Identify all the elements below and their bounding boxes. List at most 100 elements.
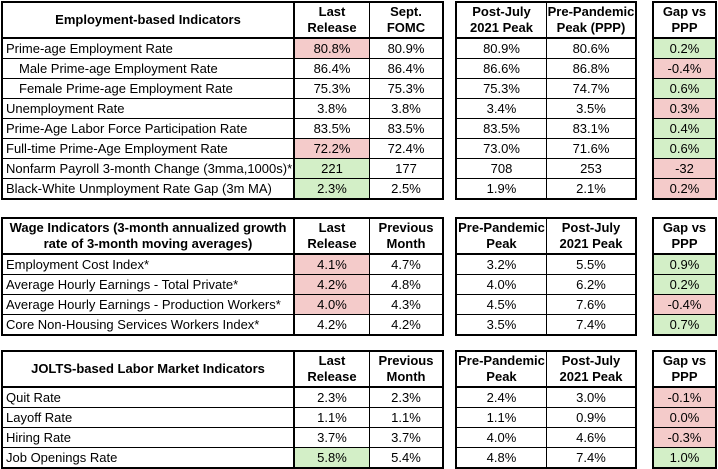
table-row: 0.4% [654, 119, 715, 139]
value-cell: 86.6% [457, 59, 547, 78]
value-cell: 5.5% [576, 257, 606, 272]
col-header-pre-pandemic-peak: Pre-Pandemic Peak [457, 219, 547, 253]
table-row: 0.3% [654, 99, 715, 119]
value-cell: 3.4% [457, 99, 547, 118]
col-header-last-release: Last Release [295, 352, 370, 386]
value-cell: 7.6% [576, 297, 606, 312]
table-row: 0.2% [654, 275, 715, 295]
value-cell: 74.7% [572, 81, 610, 96]
value-cell: 7.4% [576, 317, 606, 332]
table-row: 2.4% 3.0% [457, 388, 635, 408]
table-row: 1.0% [654, 448, 715, 467]
value-cell: 4.8% [391, 277, 421, 292]
value-cell: 2.1% [576, 181, 606, 196]
value-cell: 3.7% [391, 430, 421, 445]
jolts-main-block: JOLTS-based Labor Market Indicators Last… [1, 350, 444, 469]
value-cell: 73.0% [457, 139, 547, 158]
table-row: 3.4% 3.5% [457, 99, 635, 119]
table-row: 4.8% 7.4% [457, 448, 635, 467]
value-cell: 3.0% [576, 390, 606, 405]
value-cell: 4.5% [457, 295, 547, 314]
value-cell: 2.3% [295, 179, 370, 198]
col-header-last-release: Last Release [295, 219, 370, 253]
table-row: 75.3% 74.7% [457, 79, 635, 99]
table-row: 1.1% 0.9% [457, 408, 635, 428]
header-row: Pre-Pandemic Peak Post-July 2021 Peak [457, 352, 635, 388]
col-header-gap-vs-ppp: Gap vs PPP [662, 353, 707, 384]
value-cell: 6.2% [576, 277, 606, 292]
indicator-label: Nonfarm Payroll 3-month Change (3mma,100… [3, 159, 295, 178]
header-row: Pre-Pandemic Peak Post-July 2021 Peak [457, 219, 635, 255]
table-row: 0.6% [654, 79, 715, 99]
table-row: 0.6% [654, 139, 715, 159]
value-cell: -0.3% [654, 428, 715, 447]
value-cell: 80.6% [572, 41, 610, 56]
value-cell: 2.3% [391, 390, 421, 405]
value-cell: 1.9% [457, 179, 547, 198]
indicator-label: Full-time Prime-Age Employment Rate [3, 139, 295, 158]
table-row: -0.3% [654, 428, 715, 448]
header-row: Wage Indicators (3-month annualized grow… [3, 219, 442, 255]
indicator-label: Black-White Unmployment Rate Gap (3m MA) [3, 179, 295, 198]
table-title: Wage Indicators (3-month annualized grow… [3, 219, 295, 253]
value-cell: 4.6% [576, 430, 606, 445]
value-cell: 0.9% [654, 255, 715, 274]
value-cell: 4.0% [295, 295, 370, 314]
table-row: 0.7% [654, 315, 715, 334]
table-row: Female Prime-age Employment Rate 75.3% 7… [3, 79, 442, 99]
value-cell: 1.1% [391, 410, 421, 425]
value-cell: 5.4% [391, 450, 421, 465]
table-row: -0.1% [654, 388, 715, 408]
header-row: Gap vs PPP [654, 3, 715, 39]
value-cell: 4.2% [391, 317, 421, 332]
header-row: Employment-based Indicators Last Release… [3, 3, 442, 39]
col-header-previous-month: Previous Month [378, 353, 434, 384]
table-row: 3.2% 5.5% [457, 255, 635, 275]
value-cell: 4.1% [295, 255, 370, 274]
value-cell: 75.3% [387, 81, 425, 96]
wage-peaks-block: Pre-Pandemic Peak Post-July 2021 Peak 3.… [455, 217, 637, 336]
value-cell: 4.2% [295, 275, 370, 294]
value-cell: 1.0% [654, 448, 715, 467]
col-header-last-release: Last Release [295, 3, 370, 37]
value-cell: 80.8% [295, 39, 370, 58]
col-header-previous-month: Previous Month [378, 220, 434, 251]
col-header-gap-vs-ppp: Gap vs PPP [662, 4, 707, 35]
value-cell: 3.8% [295, 99, 370, 118]
value-cell: 86.4% [295, 59, 370, 78]
value-cell: 72.2% [295, 139, 370, 158]
value-cell: 0.4% [654, 119, 715, 138]
header-row: Post-July 2021 Peak Pre-Pandemic Peak (P… [457, 3, 635, 39]
col-header-sept-fomc: Sept. FOMC [386, 4, 426, 35]
table-row: Quit Rate 2.3% 2.3% [3, 388, 442, 408]
value-cell: 3.8% [391, 101, 421, 116]
col-header-gap-vs-ppp: Gap vs PPP [662, 220, 707, 251]
value-cell: 4.0% [457, 275, 547, 294]
table-row: 1.9% 2.1% [457, 179, 635, 198]
table-row: 86.6% 86.8% [457, 59, 635, 79]
value-cell: 83.5% [387, 121, 425, 136]
indicator-label: Layoff Rate [3, 408, 295, 427]
table-row: Average Hourly Earnings - Total Private*… [3, 275, 442, 295]
table-row: 73.0% 71.6% [457, 139, 635, 159]
table-row: Prime-age Employment Rate 80.8% 80.9% [3, 39, 442, 59]
table-row: -0.4% [654, 59, 715, 79]
value-cell: 221 [295, 159, 370, 178]
table-row: 4.5% 7.6% [457, 295, 635, 315]
indicator-label: Average Hourly Earnings - Production Wor… [3, 295, 295, 314]
value-cell: 72.4% [387, 141, 425, 156]
table-row: 83.5% 83.1% [457, 119, 635, 139]
col-header-pre-pandemic-peak: Pre-Pandemic Peak (PPP) [547, 4, 635, 35]
wage-indicators-table: Wage Indicators (3-month annualized grow… [1, 217, 718, 336]
indicator-label: Prime-age Employment Rate [3, 39, 295, 58]
table-row: 4.0% 6.2% [457, 275, 635, 295]
indicator-label: Employment Cost Index* [3, 255, 295, 274]
table-row: -0.4% [654, 295, 715, 315]
value-cell: 83.1% [572, 121, 610, 136]
value-cell: 4.2% [295, 315, 370, 334]
value-cell: 1.1% [457, 408, 547, 427]
table-row: Employment Cost Index* 4.1% 4.7% [3, 255, 442, 275]
table-row: Male Prime-age Employment Rate 86.4% 86.… [3, 59, 442, 79]
table-row: Job Openings Rate 5.8% 5.4% [3, 448, 442, 467]
value-cell: 80.9% [457, 39, 547, 58]
